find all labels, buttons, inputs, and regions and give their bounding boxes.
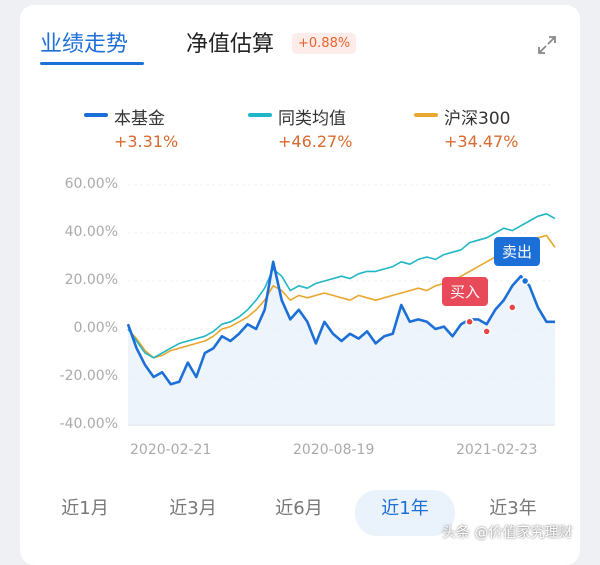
x-tick-label: 2020-02-21 <box>130 442 212 458</box>
trade-point <box>482 327 491 336</box>
legend-index-value: +34.47% <box>444 132 519 151</box>
sell-marker: 卖出 <box>494 237 541 266</box>
tab-performance[interactable]: 业绩走势 <box>40 32 129 57</box>
active-tab-indicator <box>40 62 144 65</box>
series-line-peer <box>127 213 556 359</box>
y-tick-label: 60.00% <box>64 176 118 192</box>
x-tick-label: 2020-08-19 <box>293 442 375 458</box>
watermark: 头条 @价值家究理财 <box>442 525 573 541</box>
y-tick-label: 40.00% <box>64 224 118 240</box>
trade-point <box>465 317 474 327</box>
legend-fund-swatch <box>84 113 108 117</box>
legend-fund-value: +3.31% <box>114 132 179 151</box>
tab-nav-estimate[interactable]: 净值估算 <box>186 32 275 57</box>
period-6-months[interactable]: 近6月 <box>275 498 323 519</box>
buy-marker: 买入 <box>442 277 489 306</box>
expand-icon[interactable] <box>536 34 558 56</box>
y-tick-label: -20.00% <box>59 368 118 384</box>
series-line-index <box>127 234 556 359</box>
y-tick-label: 20.00% <box>64 272 118 288</box>
y-tick-label: 0.00% <box>73 320 118 336</box>
period-3-years[interactable]: 近3年 <box>489 498 537 519</box>
period-1-month[interactable]: 近1月 <box>61 498 109 519</box>
y-tick-label: -40.00% <box>59 416 118 432</box>
legend-peer-swatch <box>248 113 272 117</box>
legend-index-swatch <box>414 113 438 117</box>
trade-point <box>508 303 517 312</box>
legend-index-name: 沪深300 <box>444 109 511 129</box>
series-line-fund <box>126 260 555 386</box>
period-3-months[interactable]: 近3月 <box>169 498 217 519</box>
period-1-year[interactable]: 近1年 <box>355 490 455 536</box>
x-tick-label: 2021-02-23 <box>456 442 538 458</box>
trade-point <box>520 276 530 286</box>
estimate-badge: +0.88% <box>292 33 357 54</box>
legend-peer-value: +46.27% <box>278 132 353 151</box>
fund-area <box>128 261 555 425</box>
legend-peer-name: 同类均值 <box>278 109 346 129</box>
legend-fund-name: 本基金 <box>114 109 165 129</box>
